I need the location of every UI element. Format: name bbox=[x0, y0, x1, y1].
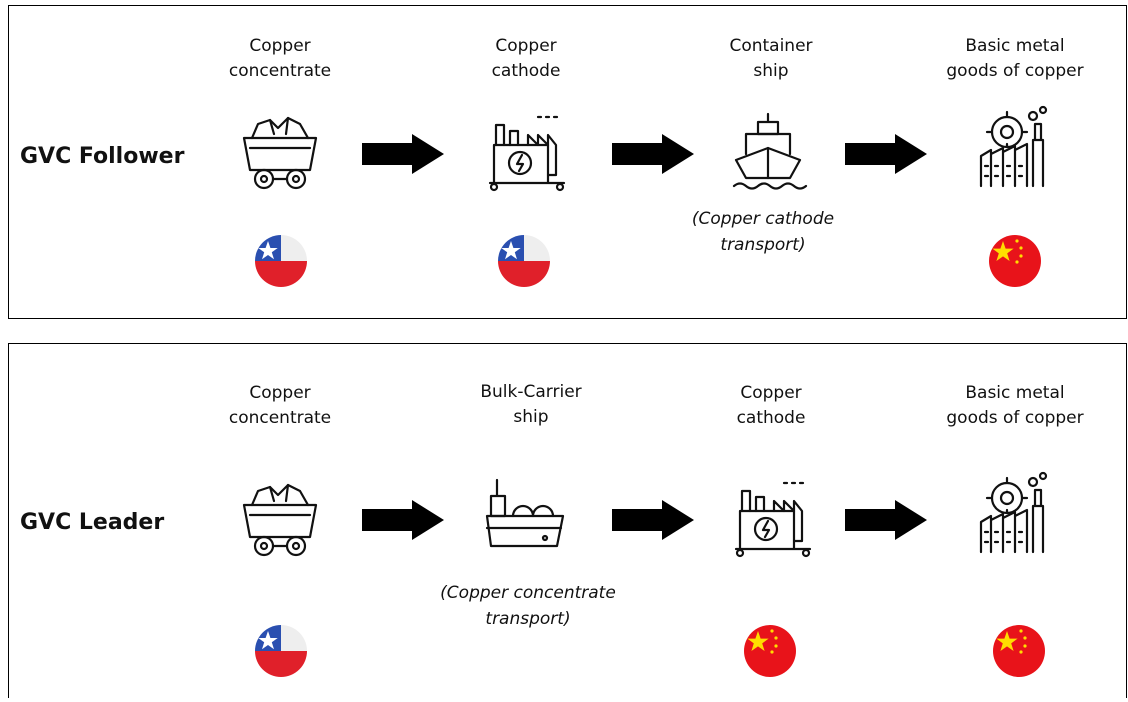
arrow bbox=[362, 500, 444, 540]
flag-chile bbox=[255, 625, 307, 677]
ship-icon bbox=[732, 112, 808, 190]
industry-icon bbox=[979, 105, 1048, 188]
industry-icon bbox=[979, 471, 1048, 554]
step-label: Copper bbox=[249, 36, 310, 56]
flag-china bbox=[744, 625, 796, 677]
step-note: transport) bbox=[720, 235, 805, 255]
step-label: goods of copper bbox=[946, 61, 1083, 81]
arrow bbox=[612, 500, 694, 540]
flag-china bbox=[993, 625, 1045, 677]
step-label: Basic metal bbox=[965, 36, 1064, 56]
step-label: Container bbox=[729, 36, 812, 56]
step-note: (Copper cathode bbox=[692, 209, 834, 229]
step-label: concentrate bbox=[229, 408, 331, 428]
step-label: concentrate bbox=[229, 61, 331, 81]
step-label: Basic metal bbox=[965, 383, 1064, 403]
factory-icon bbox=[734, 481, 812, 558]
factory-icon bbox=[488, 115, 566, 192]
step-label: goods of copper bbox=[946, 408, 1083, 428]
step-label: Bulk-Carrier bbox=[480, 382, 581, 402]
panel-frame bbox=[8, 5, 1127, 319]
step-label: Copper bbox=[495, 36, 556, 56]
step-label: cathode bbox=[737, 408, 806, 428]
panel-title: GVC Leader bbox=[20, 510, 164, 535]
cart-icon bbox=[242, 483, 318, 557]
step-label: ship bbox=[513, 407, 548, 427]
flag-chile bbox=[255, 235, 307, 287]
cart-icon bbox=[242, 116, 318, 190]
step-label: Copper bbox=[249, 383, 310, 403]
step-note: (Copper concentrate bbox=[440, 583, 616, 603]
flag-chile bbox=[498, 235, 550, 287]
arrow bbox=[845, 134, 927, 174]
step-label: ship bbox=[753, 61, 788, 81]
step-note: transport) bbox=[485, 609, 570, 629]
step-label: cathode bbox=[492, 61, 561, 81]
arrow bbox=[845, 500, 927, 540]
arrow bbox=[612, 134, 694, 174]
bulk-ship-icon bbox=[485, 478, 565, 548]
step-label: Copper bbox=[740, 383, 801, 403]
panel-frame bbox=[8, 343, 1127, 702]
panel-title: GVC Follower bbox=[20, 144, 185, 169]
arrow bbox=[362, 134, 444, 174]
flag-china bbox=[989, 235, 1041, 287]
